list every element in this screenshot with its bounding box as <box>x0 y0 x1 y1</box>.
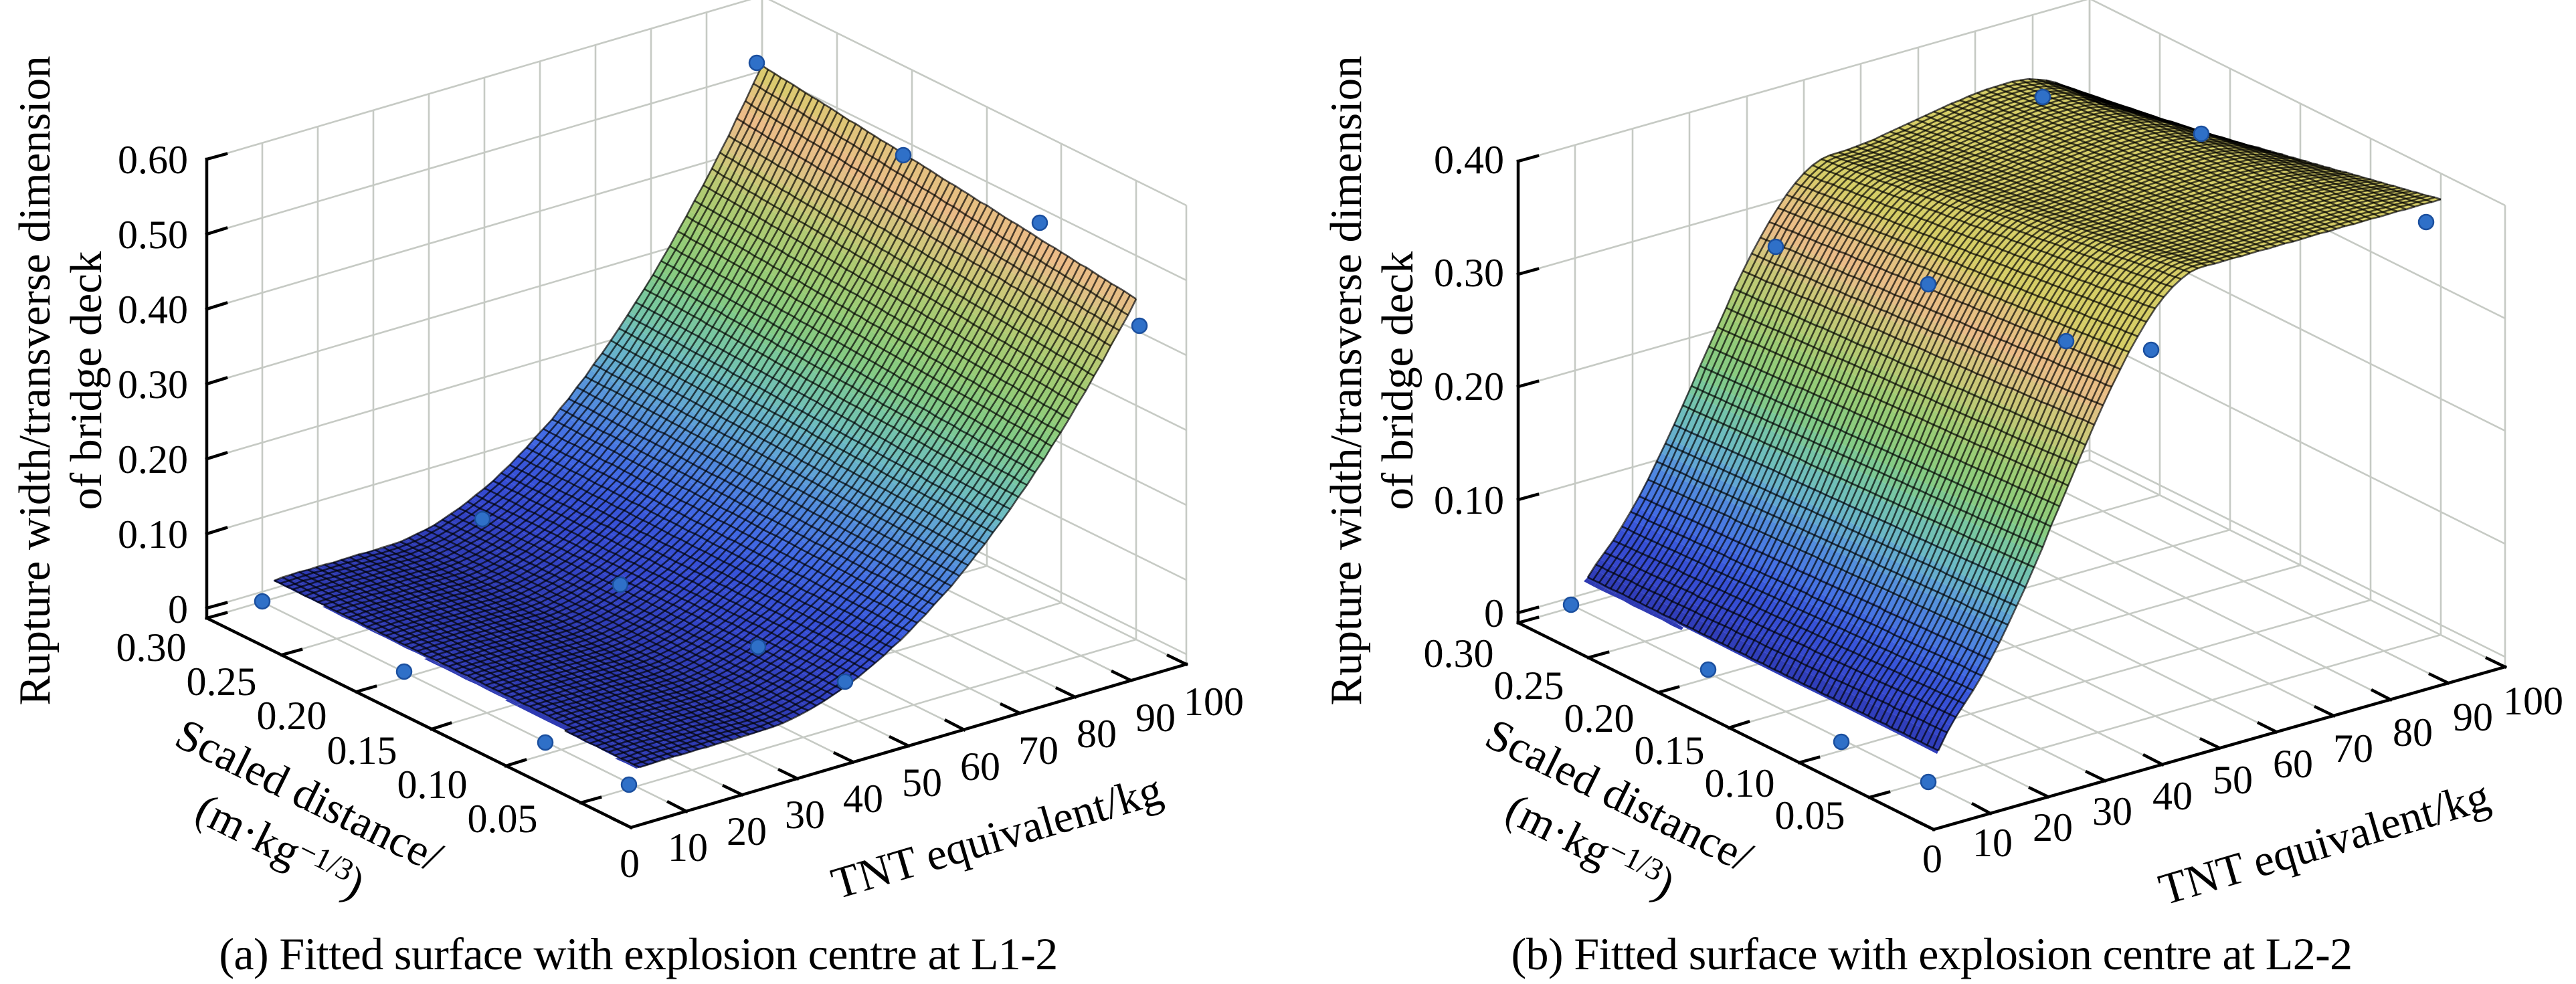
svg-text:100: 100 <box>1184 680 1244 724</box>
svg-text:80: 80 <box>1077 712 1117 756</box>
svg-text:0.20: 0.20 <box>1564 696 1635 741</box>
svg-text:0.30: 0.30 <box>1434 251 1504 295</box>
svg-text:0.40: 0.40 <box>1434 138 1504 182</box>
svg-text:20: 20 <box>2033 805 2073 850</box>
svg-text:0: 0 <box>168 587 188 631</box>
svg-text:of bridge deck: of bridge deck <box>1373 251 1422 510</box>
svg-text:90: 90 <box>2453 695 2493 739</box>
svg-text:0.25: 0.25 <box>1494 664 1564 708</box>
svg-text:0.30: 0.30 <box>118 363 188 407</box>
svg-text:0.30: 0.30 <box>116 625 187 670</box>
svg-text:0.50: 0.50 <box>118 213 188 257</box>
svg-text:0.20: 0.20 <box>1434 365 1504 409</box>
svg-text:0.30: 0.30 <box>1424 631 1494 676</box>
svg-text:80: 80 <box>2393 710 2433 755</box>
svg-text:0: 0 <box>1922 837 1942 881</box>
svg-text:of bridge deck: of bridge deck <box>62 251 111 510</box>
svg-text:30: 30 <box>2092 789 2132 833</box>
svg-text:0.40: 0.40 <box>118 288 188 332</box>
svg-text:20: 20 <box>727 809 767 854</box>
svg-text:0.10: 0.10 <box>1705 761 1775 805</box>
svg-text:0: 0 <box>620 842 640 886</box>
svg-text:(b) Fitted surface with explos: (b) Fitted surface with explosion centre… <box>1511 928 2352 979</box>
svg-text:0.10: 0.10 <box>1434 478 1504 522</box>
svg-text:40: 40 <box>2152 774 2193 818</box>
svg-text:0.10: 0.10 <box>397 763 468 807</box>
svg-text:0.05: 0.05 <box>468 797 538 841</box>
svg-text:10: 10 <box>668 825 708 870</box>
svg-text:0.05: 0.05 <box>1775 793 1845 838</box>
svg-text:10: 10 <box>1972 821 2013 865</box>
svg-text:90: 90 <box>1135 696 1176 740</box>
svg-text:0.15: 0.15 <box>1635 728 1705 773</box>
svg-text:30: 30 <box>785 793 825 837</box>
svg-text:70: 70 <box>2333 726 2373 771</box>
svg-text:0.10: 0.10 <box>118 512 188 557</box>
svg-text:60: 60 <box>960 745 1000 789</box>
svg-text:50: 50 <box>2213 758 2253 802</box>
svg-text:0.15: 0.15 <box>327 728 397 773</box>
svg-text:(a) Fitted surface with explos: (a) Fitted surface with explosion centre… <box>219 928 1057 979</box>
svg-text:40: 40 <box>843 777 883 821</box>
svg-text:0.20: 0.20 <box>118 437 188 482</box>
svg-text:0.20: 0.20 <box>257 694 327 738</box>
svg-text:100: 100 <box>2503 679 2563 723</box>
svg-text:Rupture width/transverse dimen: Rupture width/transverse dimension <box>1321 56 1371 705</box>
svg-text:50: 50 <box>902 761 942 805</box>
svg-text:0: 0 <box>1484 591 1504 635</box>
svg-text:70: 70 <box>1018 728 1059 773</box>
svg-text:60: 60 <box>2273 742 2313 786</box>
svg-text:Rupture width/transverse dimen: Rupture width/transverse dimension <box>10 56 60 705</box>
svg-text:0.25: 0.25 <box>187 660 257 704</box>
svg-text:0.60: 0.60 <box>118 138 188 182</box>
